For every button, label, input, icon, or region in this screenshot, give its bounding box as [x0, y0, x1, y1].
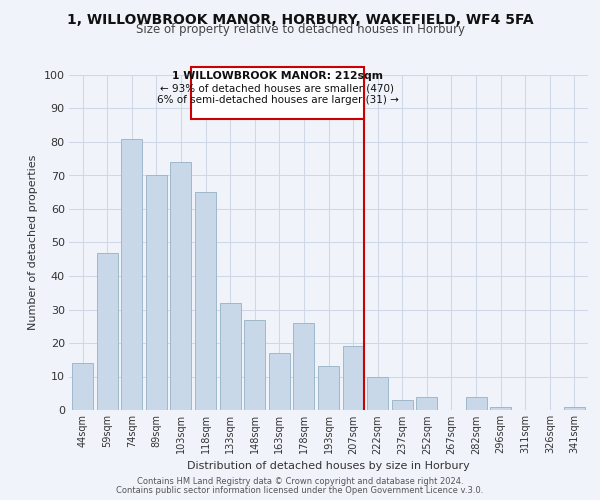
Bar — [392, 400, 413, 410]
Bar — [343, 346, 364, 410]
Bar — [293, 323, 314, 410]
Bar — [146, 176, 167, 410]
Bar — [490, 406, 511, 410]
Bar — [97, 252, 118, 410]
Bar — [72, 363, 93, 410]
Text: 6% of semi-detached houses are larger (31) →: 6% of semi-detached houses are larger (3… — [157, 95, 398, 105]
Text: 1 WILLOWBROOK MANOR: 212sqm: 1 WILLOWBROOK MANOR: 212sqm — [172, 70, 383, 81]
Bar — [244, 320, 265, 410]
Text: ← 93% of detached houses are smaller (470): ← 93% of detached houses are smaller (47… — [160, 83, 394, 93]
Bar — [564, 406, 585, 410]
Text: Contains HM Land Registry data © Crown copyright and database right 2024.: Contains HM Land Registry data © Crown c… — [137, 477, 463, 486]
X-axis label: Distribution of detached houses by size in Horbury: Distribution of detached houses by size … — [187, 460, 470, 470]
Bar — [220, 303, 241, 410]
Bar — [269, 353, 290, 410]
Bar — [416, 396, 437, 410]
Bar — [170, 162, 191, 410]
Bar — [195, 192, 216, 410]
Bar — [318, 366, 339, 410]
Bar — [466, 396, 487, 410]
Text: 1, WILLOWBROOK MANOR, HORBURY, WAKEFIELD, WF4 5FA: 1, WILLOWBROOK MANOR, HORBURY, WAKEFIELD… — [67, 12, 533, 26]
Bar — [367, 376, 388, 410]
Text: Size of property relative to detached houses in Horbury: Size of property relative to detached ho… — [136, 22, 464, 36]
Text: Contains public sector information licensed under the Open Government Licence v.: Contains public sector information licen… — [116, 486, 484, 495]
Bar — [121, 138, 142, 410]
Y-axis label: Number of detached properties: Number of detached properties — [28, 155, 38, 330]
